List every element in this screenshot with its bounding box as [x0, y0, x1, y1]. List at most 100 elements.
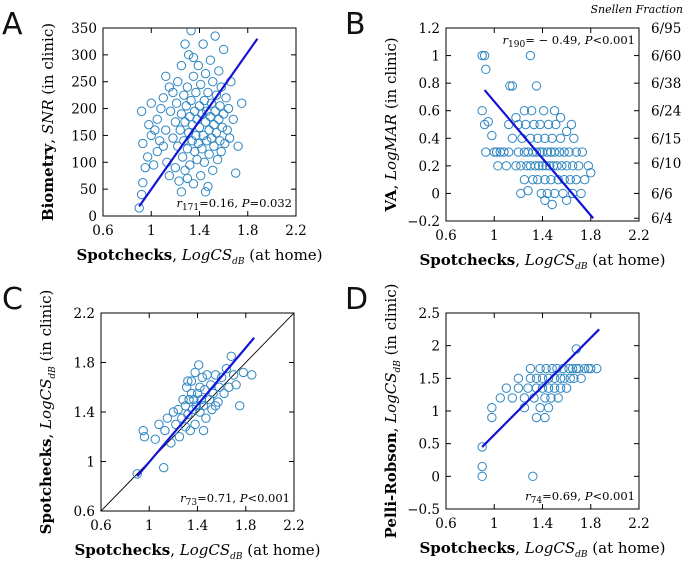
data-point [198, 401, 209, 411]
y-tick-label: 0.8 [419, 76, 440, 92]
data-point [523, 185, 533, 196]
data-point [226, 351, 236, 362]
data-point [513, 373, 524, 384]
data-point [565, 174, 575, 185]
data-point [218, 109, 229, 119]
data-point [208, 388, 218, 399]
data-point [183, 376, 193, 386]
data-point [555, 383, 566, 393]
data-point [235, 401, 245, 411]
plot-frame [445, 27, 640, 222]
data-point [160, 425, 170, 436]
data-point [546, 393, 556, 403]
data-point [571, 147, 581, 157]
data-point [185, 160, 195, 170]
data-point [549, 106, 560, 116]
data-point [161, 125, 171, 135]
data-point [525, 363, 536, 374]
x-tick-label: 1 [147, 223, 156, 239]
y-tick-label: 1 [431, 49, 440, 65]
y-tick-label: 2.5 [419, 306, 440, 322]
data-point [577, 147, 588, 157]
snellen-tick-label: 6/10 [651, 156, 681, 172]
data-point [199, 157, 210, 167]
data-point [146, 98, 156, 108]
data-point [164, 171, 175, 181]
data-point [198, 425, 209, 436]
data-point [477, 461, 487, 472]
data-point [194, 360, 204, 370]
data-point [168, 133, 178, 143]
x-tick-label: 1.8 [580, 228, 601, 244]
scatter-points [132, 351, 257, 479]
x-tick-label: 2.2 [628, 516, 649, 532]
data-point [181, 101, 191, 111]
data-point [208, 165, 218, 176]
data-point [178, 394, 188, 405]
data-point [209, 119, 219, 130]
data-point [247, 370, 257, 380]
data-point [158, 93, 169, 103]
data-point [592, 363, 602, 374]
data-point [554, 147, 565, 157]
correlation-annotation: r190= − 0.49, P<0.001 [503, 33, 636, 50]
correlation-annotation: r74=0.69, P<0.001 [525, 489, 635, 506]
data-point [481, 64, 491, 75]
data-point [540, 174, 550, 185]
data-point [487, 130, 497, 141]
data-point [148, 160, 159, 170]
data-point [511, 161, 521, 171]
data-point [543, 373, 554, 384]
y-tick-label: 350 [71, 21, 97, 37]
data-point [200, 117, 211, 127]
y-tick-label: 0 [431, 186, 440, 202]
data-point [140, 162, 150, 173]
data-point [202, 136, 212, 146]
data-point [477, 471, 487, 482]
y-axis-label: VA, LogMAR (in clinic) [382, 37, 400, 212]
data-point [177, 152, 188, 162]
y-tick-label: 2 [431, 339, 440, 355]
data-point [221, 363, 232, 374]
data-point [220, 138, 230, 149]
data-point [162, 413, 173, 423]
data-point [535, 119, 545, 130]
y-tick-label: 250 [71, 75, 97, 91]
data-point [209, 141, 219, 151]
data-point [507, 133, 518, 143]
data-point [537, 161, 548, 171]
data-point [566, 119, 577, 130]
x-tick-label: 1.4 [532, 516, 553, 532]
data-point [477, 106, 487, 116]
data-point [555, 373, 566, 384]
data-point [542, 188, 553, 199]
data-point [182, 173, 193, 184]
data-point [557, 161, 567, 171]
x-axis-label: Spotchecks, LogCSdB (at home) [419, 539, 665, 560]
data-point [202, 370, 212, 380]
data-point [580, 174, 590, 185]
data-point [525, 50, 536, 61]
data-point [537, 373, 548, 384]
data-point [542, 147, 553, 157]
data-point [214, 382, 224, 392]
data-point [203, 181, 213, 192]
data-point [210, 31, 220, 41]
fit-line [136, 337, 256, 478]
data-point [184, 394, 194, 405]
data-point [531, 412, 542, 423]
data-point [204, 149, 214, 159]
x-tick-label: 1 [145, 518, 154, 534]
x-tick-label: 1.8 [235, 518, 256, 534]
data-point [535, 403, 545, 413]
y-tick-label: 1 [431, 404, 440, 420]
data-point [576, 188, 586, 199]
scatter-points [134, 28, 247, 213]
data-point [183, 409, 193, 420]
data-point [200, 187, 211, 197]
data-point [477, 50, 487, 61]
data-point [142, 152, 153, 162]
data-point [543, 403, 554, 413]
fit-line [481, 328, 600, 448]
data-point [139, 432, 150, 442]
